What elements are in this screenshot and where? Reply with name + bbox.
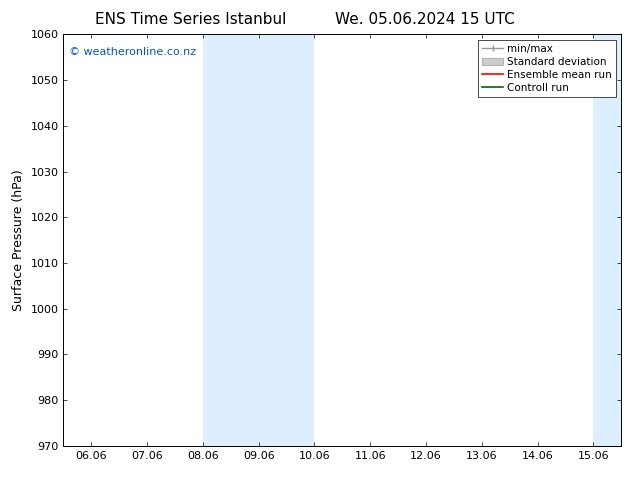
Text: © weatheronline.co.nz: © weatheronline.co.nz xyxy=(69,47,196,57)
Text: ENS Time Series Istanbul: ENS Time Series Istanbul xyxy=(94,12,286,27)
Legend: min/max, Standard deviation, Ensemble mean run, Controll run: min/max, Standard deviation, Ensemble me… xyxy=(478,40,616,97)
Bar xyxy=(593,34,621,446)
Y-axis label: Surface Pressure (hPa): Surface Pressure (hPa) xyxy=(12,169,25,311)
Text: We. 05.06.2024 15 UTC: We. 05.06.2024 15 UTC xyxy=(335,12,515,27)
Bar xyxy=(203,34,259,446)
Bar xyxy=(259,34,314,446)
